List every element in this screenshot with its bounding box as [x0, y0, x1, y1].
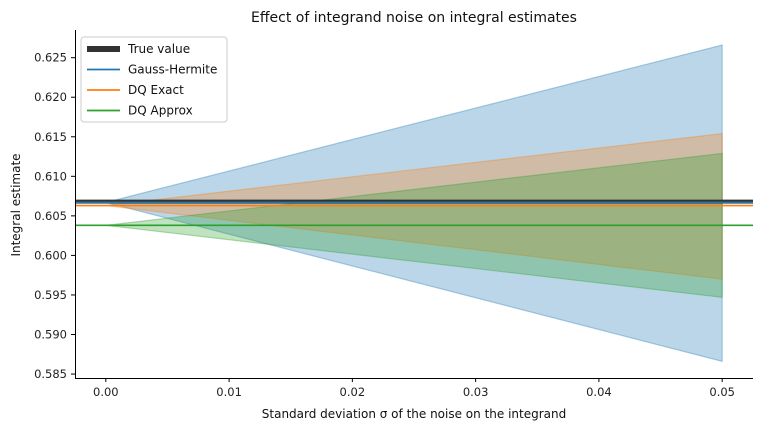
chart-title: Effect of integrand noise on integral es…	[251, 10, 577, 26]
lines-layer	[75, 199, 753, 227]
y-axis-label: Integral estimate	[9, 153, 23, 256]
legend-label-true-value: True value	[127, 42, 190, 56]
x-tick-label: 0.03	[463, 385, 489, 399]
x-ticks: 0.00 0.01 0.02 0.03 0.04 0.05	[93, 378, 735, 399]
legend-label-dq-exact: DQ Exact	[128, 83, 184, 97]
y-tick-label: 0.605	[34, 209, 67, 223]
x-tick-label: 0.04	[586, 385, 612, 399]
x-tick-label: 0.02	[340, 385, 366, 399]
legend-frame	[80, 36, 228, 123]
x-tick-label: 0.05	[709, 385, 735, 399]
y-tick-label: 0.585	[34, 367, 67, 381]
y-tick-label: 0.625	[34, 51, 67, 65]
y-tick-label: 0.610	[34, 169, 67, 183]
y-ticks: 0.585 0.590 0.595 0.600 0.605 0.610 0.615 0.620…	[34, 51, 75, 381]
y-tick-label: 0.590	[34, 328, 67, 342]
y-tick-label: 0.620	[34, 90, 67, 104]
y-tick-label: 0.615	[34, 130, 67, 144]
x-tick-label: 0.00	[93, 385, 119, 399]
y-tick-label: 0.595	[34, 288, 67, 302]
legend: True value Gauss-Hermite DQ Exact DQ Approx	[80, 36, 228, 123]
legend-label-gauss-hermite: Gauss-Hermite	[128, 63, 217, 77]
x-axis-label: Standard deviation σ of the noise on the…	[262, 407, 566, 421]
x-tick-label: 0.01	[216, 385, 242, 399]
legend-label-dq-approx: DQ Approx	[128, 104, 193, 118]
y-tick-label: 0.600	[34, 248, 67, 262]
